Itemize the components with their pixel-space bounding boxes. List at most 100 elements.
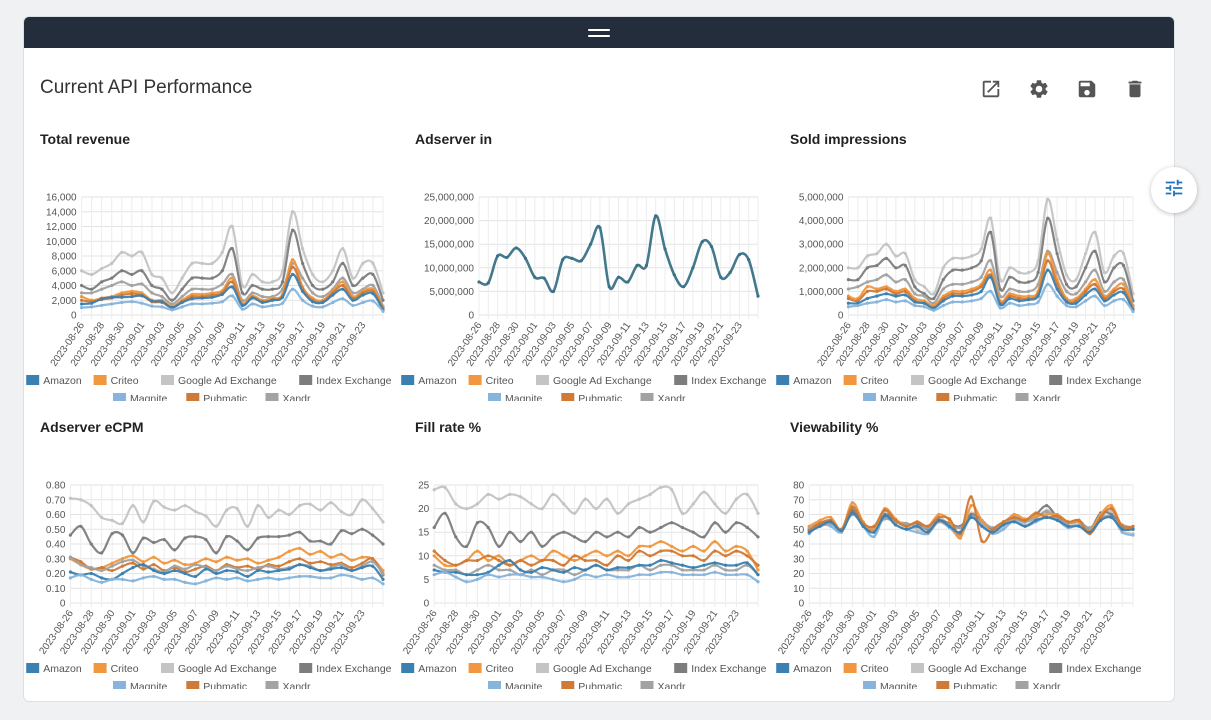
data-point bbox=[370, 533, 375, 537]
widget-actions bbox=[978, 77, 1148, 101]
data-point bbox=[100, 297, 104, 301]
data-point bbox=[370, 564, 375, 568]
data-point bbox=[745, 573, 749, 577]
data-point bbox=[691, 568, 695, 572]
data-point bbox=[131, 558, 135, 562]
data-point bbox=[540, 507, 544, 511]
plot-area: 05101520252023-08-262023-08-282023-08-30… bbox=[401, 481, 760, 657]
legend-label: Pubmatic bbox=[953, 393, 997, 401]
data-point bbox=[1074, 285, 1078, 289]
data-point bbox=[875, 294, 879, 298]
legend-label: Criteo bbox=[861, 375, 889, 387]
data-point bbox=[508, 558, 512, 563]
data-point bbox=[80, 302, 84, 306]
plot-area: 0 2,000 4,000 6,000 8,000 10,000 12,000 14,000 1… bbox=[46, 193, 385, 369]
data-point bbox=[225, 568, 229, 573]
drag-handle-icon[interactable] bbox=[588, 28, 610, 37]
chart-title: Fill rate % bbox=[415, 419, 482, 435]
data-point bbox=[341, 287, 345, 291]
widget-drag-bar[interactable] bbox=[24, 17, 1174, 48]
data-point bbox=[894, 294, 898, 298]
data-point bbox=[932, 306, 936, 310]
data-point bbox=[432, 525, 436, 530]
data-point bbox=[951, 300, 955, 304]
data-point bbox=[960, 282, 964, 286]
data-point bbox=[648, 530, 652, 534]
data-point bbox=[120, 557, 125, 561]
data-point bbox=[529, 575, 533, 579]
data-point bbox=[321, 305, 325, 309]
data-point bbox=[210, 301, 214, 305]
data-point bbox=[80, 294, 84, 299]
data-point bbox=[670, 544, 674, 548]
data-point bbox=[1027, 302, 1031, 306]
save-icon[interactable] bbox=[1074, 77, 1100, 101]
legend-swatch bbox=[468, 663, 482, 673]
y-tick-label: 50 bbox=[793, 525, 805, 536]
data-point bbox=[960, 289, 964, 293]
data-point bbox=[893, 523, 898, 527]
data-point bbox=[583, 540, 587, 544]
y-tick-label: 25,000,000 bbox=[424, 193, 474, 204]
data-point bbox=[486, 570, 490, 574]
data-point bbox=[998, 287, 1002, 291]
data-point bbox=[298, 530, 302, 534]
data-point bbox=[745, 525, 749, 530]
data-point bbox=[193, 509, 198, 514]
data-point bbox=[1093, 282, 1097, 286]
data-point bbox=[594, 563, 598, 567]
data-point bbox=[969, 512, 973, 517]
data-point bbox=[250, 296, 254, 300]
data-point bbox=[951, 294, 955, 298]
data-point bbox=[724, 563, 728, 567]
data-point bbox=[659, 540, 663, 544]
y-tick-label: 0 bbox=[71, 311, 77, 322]
data-point bbox=[1046, 259, 1050, 263]
data-point bbox=[432, 554, 436, 558]
data-point bbox=[691, 544, 695, 548]
data-point bbox=[351, 276, 355, 280]
data-point bbox=[850, 501, 854, 505]
data-point bbox=[339, 509, 343, 514]
data-point bbox=[140, 250, 144, 254]
data-point bbox=[193, 574, 198, 579]
data-point bbox=[141, 576, 145, 580]
data-point bbox=[659, 485, 663, 489]
data-point bbox=[572, 577, 577, 581]
data-point bbox=[318, 576, 323, 580]
data-point bbox=[331, 293, 335, 297]
data-point bbox=[589, 242, 593, 246]
trash-icon[interactable] bbox=[1122, 77, 1148, 101]
data-point bbox=[1034, 514, 1038, 518]
data-point bbox=[865, 296, 869, 301]
data-point bbox=[691, 266, 695, 270]
legend-swatch bbox=[936, 681, 950, 689]
data-point bbox=[68, 555, 72, 559]
data-point bbox=[648, 492, 652, 497]
data-point bbox=[583, 573, 587, 577]
legend-swatch bbox=[776, 663, 790, 673]
chart-title: Total revenue bbox=[40, 131, 130, 147]
data-point bbox=[235, 539, 239, 543]
data-point bbox=[464, 558, 469, 563]
data-point bbox=[1055, 252, 1059, 256]
data-point bbox=[160, 287, 164, 291]
open-external-icon[interactable] bbox=[978, 77, 1004, 101]
gear-icon[interactable] bbox=[1026, 77, 1052, 101]
data-point bbox=[350, 558, 354, 562]
data-point bbox=[173, 508, 177, 512]
data-point bbox=[230, 276, 234, 280]
data-point bbox=[540, 544, 544, 548]
data-point bbox=[979, 289, 983, 293]
filter-button[interactable] bbox=[1151, 167, 1197, 213]
data-point bbox=[100, 566, 104, 570]
data-point bbox=[1112, 293, 1116, 297]
data-point bbox=[110, 577, 114, 581]
data-point bbox=[256, 566, 260, 570]
data-point bbox=[508, 568, 512, 572]
data-point bbox=[594, 558, 598, 563]
data-point bbox=[922, 285, 926, 289]
data-point bbox=[904, 527, 908, 531]
data-point bbox=[883, 514, 887, 518]
data-point bbox=[256, 536, 260, 540]
